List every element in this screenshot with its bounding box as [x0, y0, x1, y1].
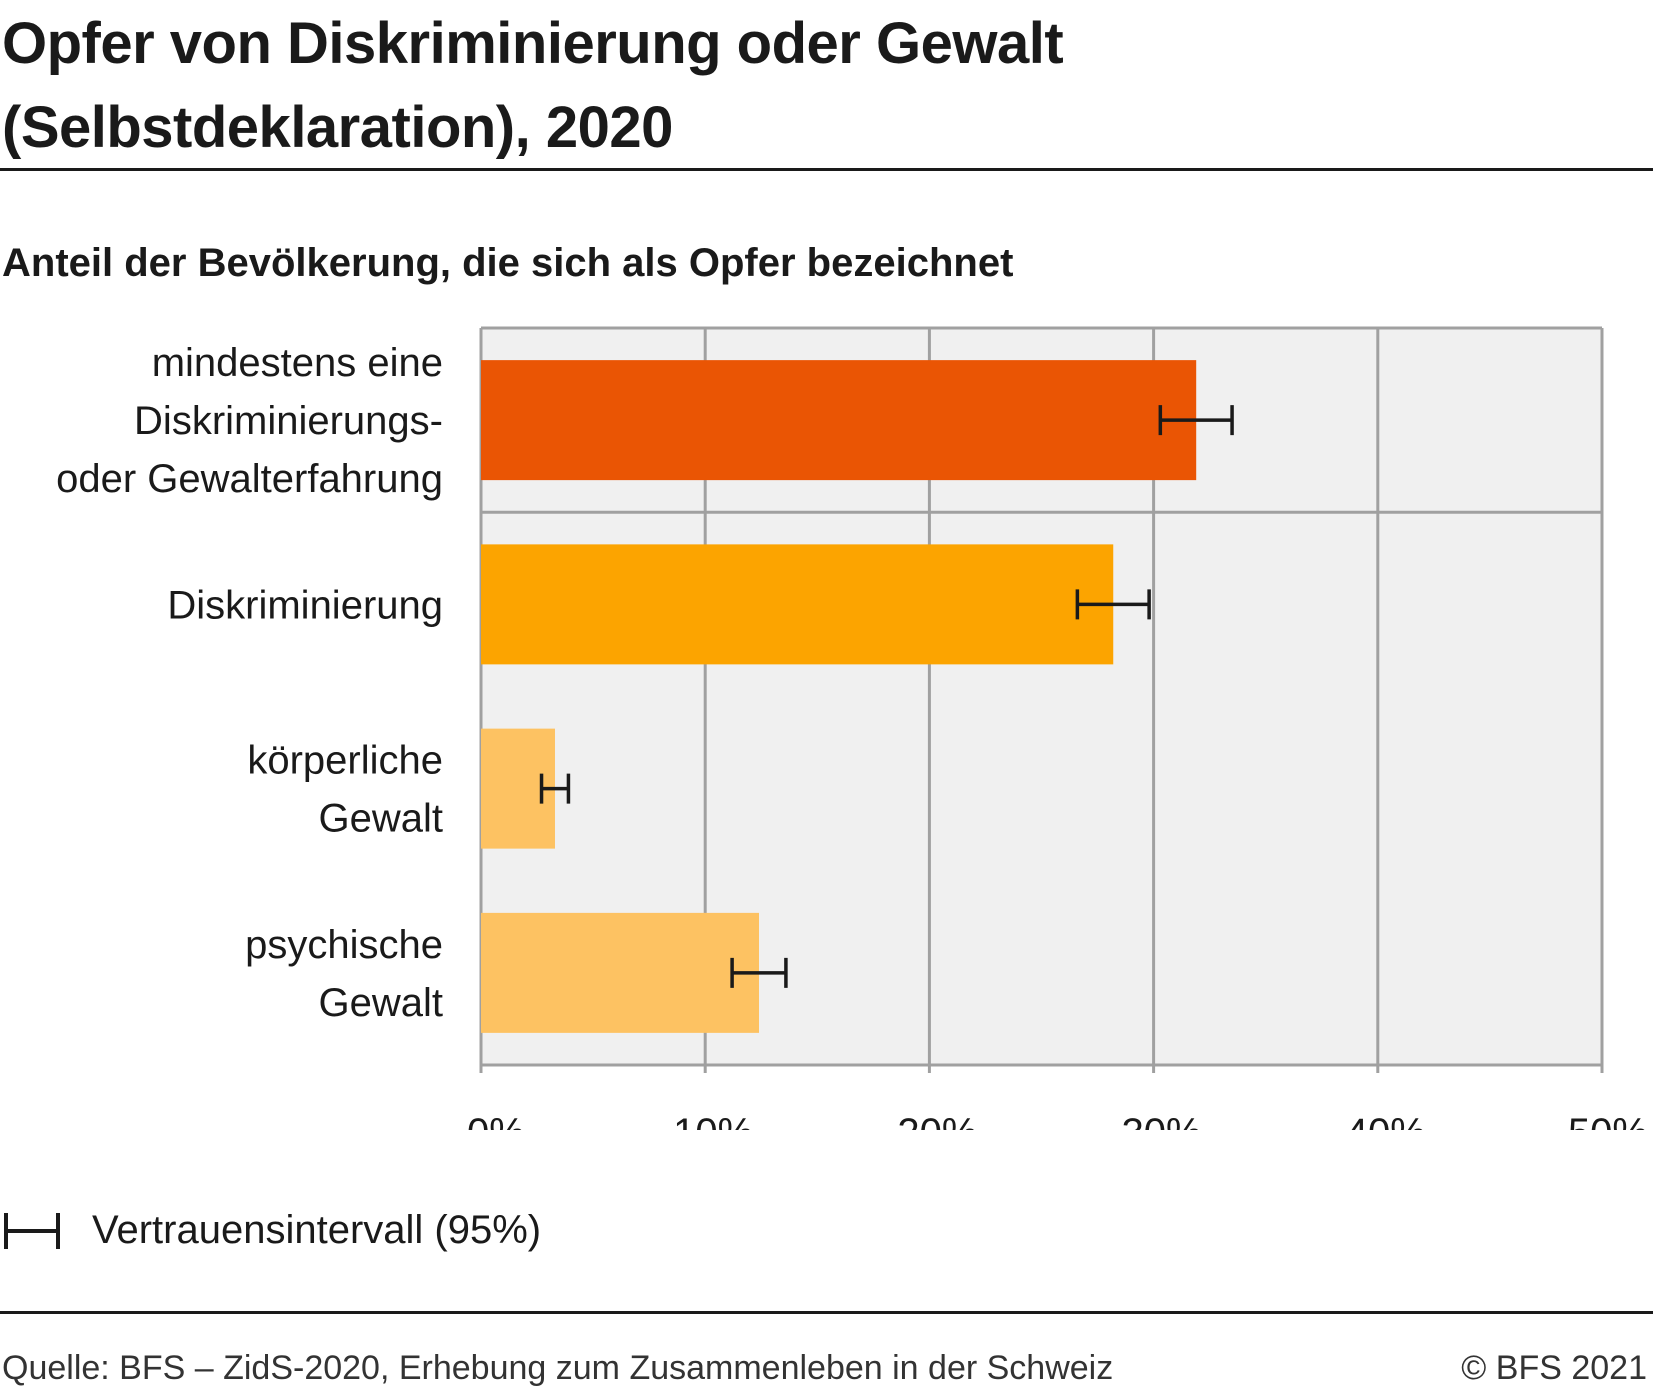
category-label-line: Gewalt	[319, 981, 444, 1025]
bar-1	[481, 544, 1114, 665]
category-label-line: Diskriminierungs-	[134, 399, 443, 443]
chart-title-line-2: (Selbstdeklaration), 2020	[2, 95, 673, 160]
category-label-3: psychische Gewalt	[245, 923, 443, 1025]
source-note: Quelle: BFS – ZidS-2020, Erhebung zum Zu…	[2, 1349, 1114, 1387]
x-tick-label-1: 10%	[673, 1111, 753, 1130]
category-label-line: psychische	[245, 923, 443, 967]
category-label-line: oder Gewalterfahrung	[56, 457, 443, 501]
chart-subtitle: Anteil der Bevölkerung, die sich als Opf…	[2, 241, 1014, 285]
x-tick-label-3: 30%	[1122, 1111, 1202, 1130]
error-bar-icon	[4, 1213, 60, 1249]
copyright-note: © BFS 2021	[1461, 1349, 1647, 1387]
x-tick-label-0: 0%	[467, 1111, 525, 1130]
bar-3	[481, 912, 760, 1033]
category-label-2: körperliche Gewalt	[247, 739, 443, 841]
footer-divider	[0, 1311, 1653, 1314]
title-divider	[0, 168, 1653, 171]
x-tick-label-5: 50%	[1568, 1111, 1648, 1130]
category-label-0: mindestens eine Diskriminierungs-oder Gew…	[56, 341, 443, 501]
bar-chart: mindestens eine Diskriminierungs-oder Gew…	[56, 326, 1648, 1130]
chart-title-line-1: Opfer von Diskriminierung oder Gewalt	[2, 11, 1064, 76]
x-tick-label-4: 40%	[1346, 1111, 1426, 1130]
bar-0	[481, 360, 1197, 481]
category-label-line: Diskriminierung	[167, 583, 443, 627]
category-label-line: körperliche	[247, 739, 443, 783]
category-label-1: Diskriminierung	[167, 583, 443, 627]
legend-label: Vertrauensintervall (95%)	[92, 1208, 542, 1252]
x-tick-label-2: 20%	[897, 1111, 977, 1130]
category-label-line: Gewalt	[319, 797, 444, 841]
category-label-line: mindestens eine	[152, 341, 443, 385]
chart-title: Opfer von Diskriminierung oder Gewalt (S…	[2, 2, 1602, 170]
